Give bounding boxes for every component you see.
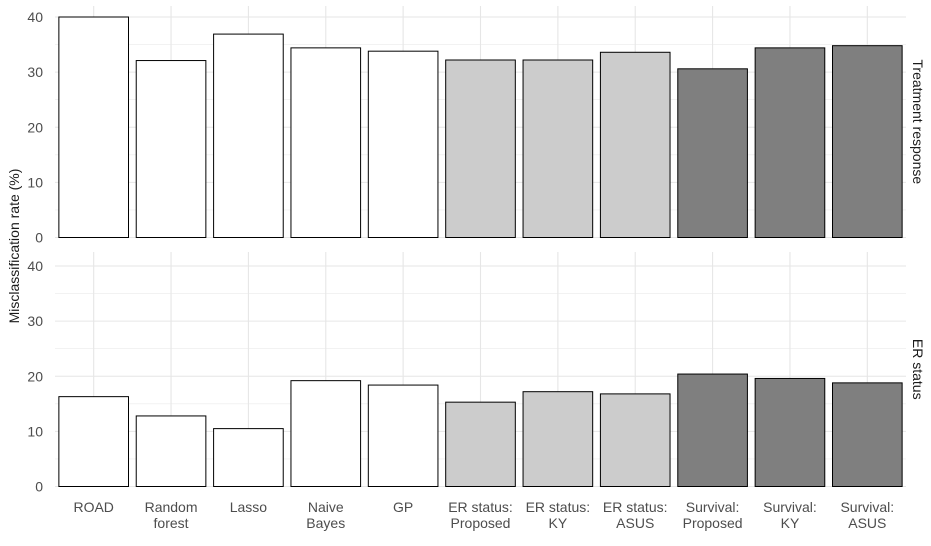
- x-tick-label: ER status: ASUS: [603, 499, 668, 531]
- y-axis-label: Misclassification rate (%): [6, 169, 22, 324]
- bar: [290, 47, 362, 239]
- bar: [58, 396, 129, 487]
- panel-treatment-response: 0 10 20 30 40 Treatment response: [27, 6, 926, 246]
- bar: [522, 59, 594, 238]
- x-tick-label: ROAD: [73, 499, 113, 515]
- x-tick-label: Survival: ASUS: [840, 499, 894, 531]
- bar: [832, 382, 903, 487]
- panel-er-status: 0 10 20 30 40 ER status: [27, 252, 926, 495]
- x-tick-label: Naive Bayes: [306, 499, 345, 531]
- x-tick-label: ER status: Proposed: [448, 499, 513, 531]
- bar: [754, 47, 826, 239]
- y-tick-label: 20: [27, 119, 43, 135]
- bar: [677, 373, 748, 487]
- y-tick-label: 40: [27, 258, 43, 274]
- y-tick-label: 40: [27, 9, 43, 25]
- bar: [213, 428, 284, 487]
- x-tick-label-line: Survival:: [763, 499, 817, 515]
- x-tick-label-line: ER status:: [526, 499, 591, 515]
- bar: [599, 393, 671, 488]
- x-tick-label: Survival: KY: [763, 499, 817, 531]
- x-tick-label-line: ASUS: [616, 515, 654, 531]
- x-tick-label-line: GP: [393, 499, 413, 515]
- facet-strip-label: ER status: [910, 339, 926, 400]
- x-tick-label-line: Naive: [308, 499, 344, 515]
- x-tick-label-line: Bayes: [306, 515, 345, 531]
- bar: [135, 415, 207, 487]
- bar: [58, 16, 129, 238]
- y-tick-label: 0: [35, 230, 43, 246]
- x-tick-label-line: KY: [781, 515, 800, 531]
- x-tick-label: Lasso: [230, 499, 268, 515]
- bar: [367, 384, 439, 488]
- bar: [135, 60, 207, 238]
- y-tick-label: 30: [27, 64, 43, 80]
- x-tick-label-line: ER status:: [448, 499, 513, 515]
- bar: [445, 59, 516, 238]
- x-tick-label-line: KY: [549, 515, 568, 531]
- bar: [367, 50, 439, 239]
- bar: [832, 45, 903, 238]
- bar: [213, 33, 284, 239]
- y-tick-label: 20: [27, 368, 43, 384]
- x-tick-label: Random forest: [145, 499, 198, 531]
- bar: [445, 401, 516, 487]
- y-tick-label: 0: [35, 479, 43, 495]
- x-tick-label-line: Random: [145, 499, 198, 515]
- y-tick-label: 10: [27, 423, 43, 439]
- x-tick-label-line: ASUS: [848, 515, 886, 531]
- x-tick-label-line: Proposed: [683, 515, 743, 531]
- x-tick-label-line: forest: [154, 515, 189, 531]
- x-tick-label-line: Lasso: [230, 499, 268, 515]
- bar: [599, 51, 671, 238]
- bar: [677, 68, 748, 238]
- bar: [754, 377, 826, 488]
- bar: [290, 380, 362, 487]
- x-tick-label-line: Proposed: [451, 515, 511, 531]
- x-tick-label-line: ROAD: [73, 499, 113, 515]
- facet-strip-label: Treatment response: [910, 59, 926, 184]
- y-tick-label: 30: [27, 313, 43, 329]
- x-tick-label: Survival: Proposed: [683, 499, 743, 531]
- y-tick-label: 10: [27, 174, 43, 190]
- x-tick-label: ER status: KY: [526, 499, 591, 531]
- x-tick-label-line: Survival:: [686, 499, 740, 515]
- x-tick-label: GP: [393, 499, 413, 515]
- x-tick-label-line: Survival:: [840, 499, 894, 515]
- x-tick-label-line: ER status:: [603, 499, 668, 515]
- bar: [522, 391, 594, 487]
